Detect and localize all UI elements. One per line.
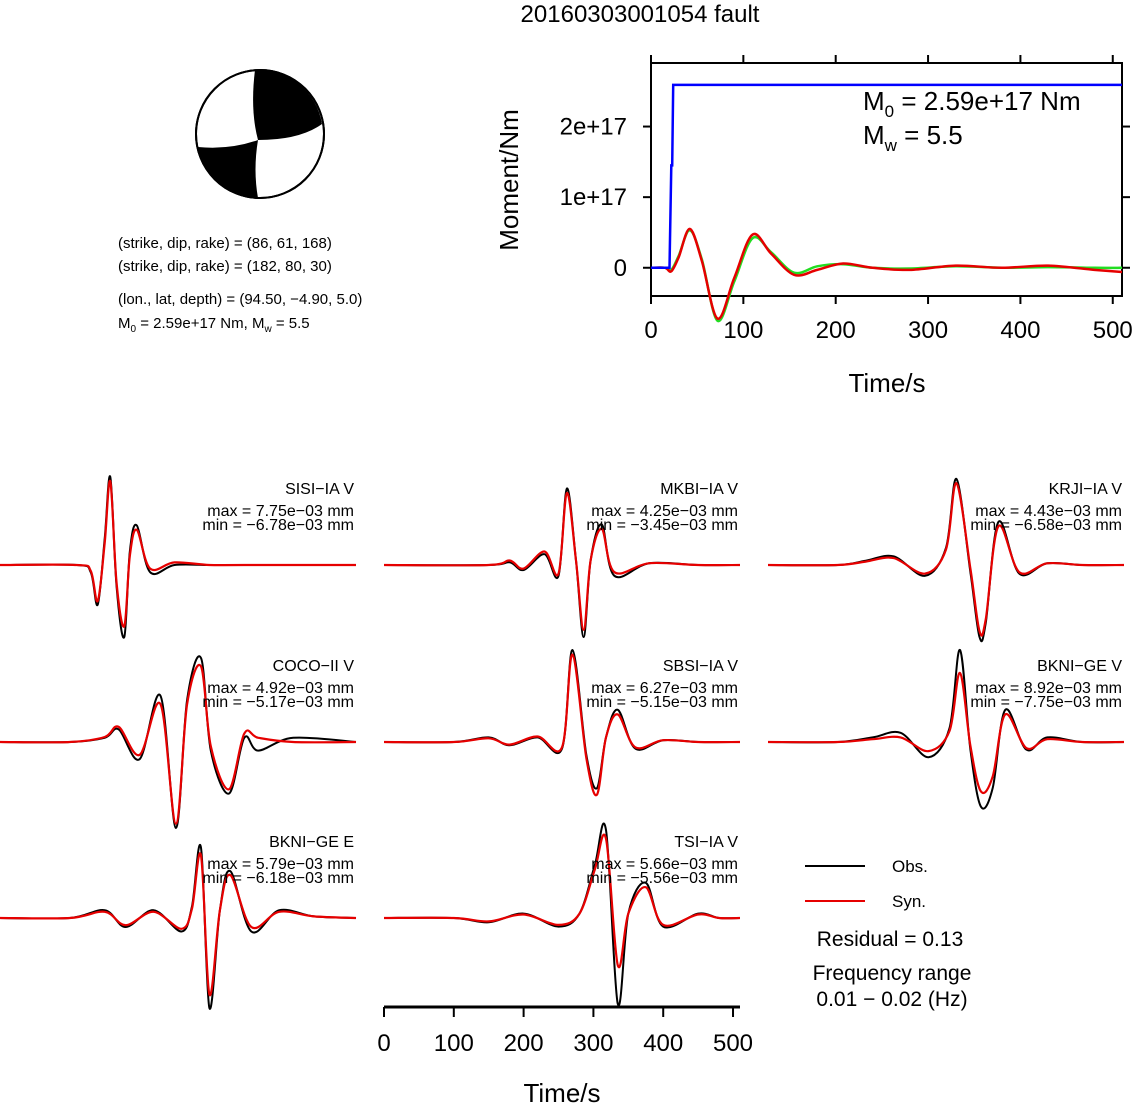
station-max: max = 6.27e−03 mm (591, 680, 738, 697)
moment-cumulative-line (651, 83, 1122, 270)
synthetic-waveform (0, 479, 356, 628)
moment-xtick-label: 400 (1000, 317, 1040, 344)
moment-ylabel: Moment/Nm (494, 109, 524, 251)
station-name: TSI−IA V (674, 834, 738, 851)
page-title: 20160303001054 fault (521, 1, 760, 28)
beachball-rim (195, 69, 325, 199)
info-location: (lon., lat, depth) = (94.50, −4.90, 5.0) (118, 291, 362, 308)
frequency-range-label: Frequency range (813, 962, 972, 985)
station-max: max = 4.25e−03 mm (591, 503, 738, 520)
waveform-xtick-label: 300 (573, 1030, 613, 1057)
moment-xtick-label: 200 (816, 317, 856, 344)
source-info: (strike, dip, rake) = (86, 61, 168) (str… (118, 235, 362, 335)
moment-xtick-label: 500 (1093, 317, 1133, 344)
station-name: COCO−II V (273, 658, 355, 675)
synthetic-waveform (383, 653, 741, 797)
station-min: min = −6.58e−03 mm (970, 517, 1122, 534)
moment-ytick-label: 2e+17 (560, 114, 627, 141)
station-min: min = −5.17e−03 mm (202, 694, 354, 711)
legend-obs-label: Obs. (892, 857, 928, 876)
waveform-time-axis: 0 100 200 300 400 500 (377, 1005, 753, 1057)
moment-xlabel: Time/s (848, 368, 925, 398)
beachball (195, 69, 325, 199)
beachball-lobe-lower-left (198, 140, 258, 198)
moment-m0-label: M0 = 2.59e+17 Nm (863, 86, 1081, 121)
waveform-xtick-label: 200 (504, 1030, 544, 1057)
station-min: min = −3.45e−03 mm (586, 517, 738, 534)
station-name: MKBI−IA V (660, 481, 738, 498)
station-max: max = 7.75e−03 mm (207, 503, 354, 520)
moment-rate-red-line (650, 227, 1123, 320)
waveform-xlabel: Time/s (523, 1078, 600, 1104)
synthetic-waveform (383, 833, 741, 969)
station-name: SBSI−IA V (663, 658, 738, 675)
station-min: min = −5.15e−03 mm (586, 694, 738, 711)
station-max: max = 4.43e−03 mm (975, 503, 1122, 520)
station-max: max = 8.92e−03 mm (975, 680, 1122, 697)
station-name: SISI−IA V (285, 481, 354, 498)
station-max: max = 5.66e−03 mm (591, 856, 738, 873)
station-max: max = 5.79e−03 mm (207, 856, 354, 873)
synthetic-waveform (383, 491, 741, 631)
legend: Obs. Syn. (805, 857, 928, 911)
moment-axes: 0 100 200 300 400 500 0 1e+17 2e+17 (560, 55, 1133, 344)
station-name: BKNI−GE E (269, 834, 354, 851)
station-name: KRJI−IA V (1049, 481, 1123, 498)
station-min: min = −7.75e−03 mm (970, 694, 1122, 711)
residual-label: Residual = 0.13 (817, 928, 964, 951)
moment-series-group (650, 83, 1123, 322)
moment-ytick-label: 0 (614, 255, 627, 282)
moment-xtick-label: 0 (644, 317, 657, 344)
moment-mw-label: Mw = 5.5 (863, 120, 963, 155)
station-max: max = 4.92e−03 mm (207, 680, 354, 697)
moment-plot: 0 100 200 300 400 500 0 1e+17 2e+17 Moment/Nm Ti… (494, 55, 1133, 398)
moment-rate-green-line (650, 229, 1123, 322)
station-min: min = −6.18e−03 mm (202, 870, 354, 887)
moment-plot-frame (650, 62, 1123, 297)
info-magnitude: M0 = 2.59e+17 Nm, Mw = 5.5 (118, 315, 310, 335)
synthetic-waveform (0, 852, 357, 997)
waveform-xtick-label: 500 (713, 1030, 753, 1057)
synthetic-waveform (767, 482, 1125, 637)
waveform-xtick-label: 100 (434, 1030, 474, 1057)
moment-ytick-label: 1e+17 (560, 184, 627, 211)
synthetic-waveform (767, 671, 1125, 795)
waveform-xtick-label: 400 (643, 1030, 683, 1057)
info-nodal-plane-1: (strike, dip, rake) = (86, 61, 168) (118, 235, 332, 252)
moment-xtick-label: 100 (723, 317, 763, 344)
station-min: min = −6.78e−03 mm (202, 517, 354, 534)
station-name: BKNI−GE V (1037, 658, 1122, 675)
station-min: min = −5.56e−03 mm (586, 870, 738, 887)
beachball-lobe-upper-right (253, 69, 322, 140)
waveform-xtick-label: 0 (377, 1030, 390, 1057)
frequency-range-value: 0.01 − 0.02 (Hz) (816, 988, 967, 1011)
moment-xtick-label: 300 (908, 317, 948, 344)
synthetic-waveform (0, 663, 357, 825)
legend-syn-label: Syn. (892, 892, 926, 911)
info-nodal-plane-2: (strike, dip, rake) = (182, 80, 30) (118, 258, 332, 275)
observed-waveform (0, 475, 356, 639)
